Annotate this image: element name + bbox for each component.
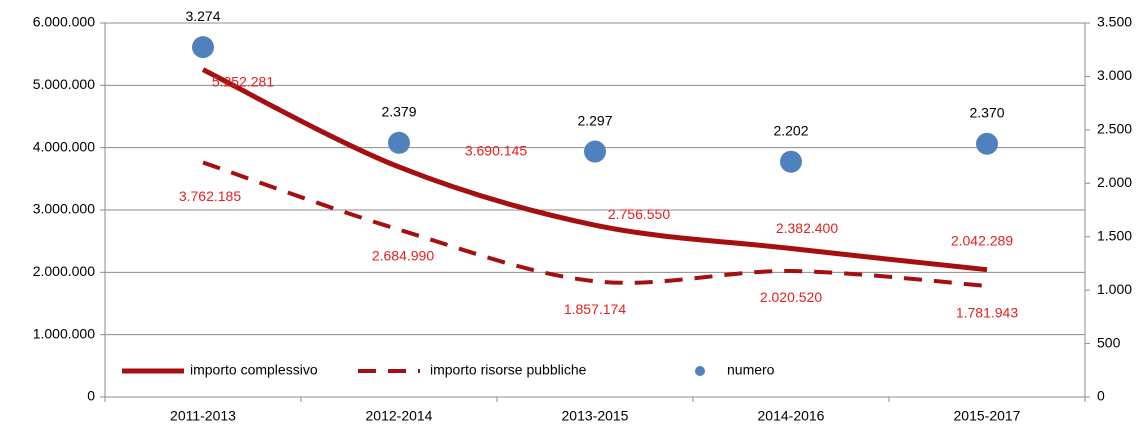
point	[192, 36, 214, 59]
point	[584, 140, 606, 163]
y-tick-label: 3.000.000	[33, 201, 95, 217]
data-label: 2.684.990	[372, 247, 434, 263]
data-label: 2.042.289	[951, 232, 1013, 248]
y-tick-label: 6.000.000	[33, 14, 95, 30]
data-label: 1.781.943	[956, 305, 1018, 321]
data-label: 1.857.174	[564, 301, 626, 317]
y2-tick-label: 0	[1097, 388, 1105, 404]
data-label: 3.762.185	[179, 188, 241, 204]
data-label: 5.252.281	[212, 73, 274, 89]
y2-tick-label: 2.500	[1097, 121, 1132, 137]
point	[388, 131, 410, 154]
x-tick-label: 2014-2016	[758, 408, 825, 424]
data-label: 2.382.400	[776, 220, 838, 236]
y-tick-label: 1.000.000	[33, 325, 95, 341]
y2-tick-label: 1.000	[1097, 281, 1132, 297]
legend-label: importo complessivo	[190, 362, 318, 378]
data-label: 2.020.520	[760, 289, 822, 305]
y2-tick-label: 3.500	[1097, 14, 1132, 30]
y-tick-label: 0	[87, 388, 95, 404]
y-tick-label: 2.000.000	[33, 263, 95, 279]
legend-marker	[695, 366, 705, 376]
x-tick-label: 2011-2013	[170, 408, 236, 424]
y2-tick-label: 3.000	[1097, 67, 1132, 83]
y2-tick-label: 1.500	[1097, 227, 1132, 243]
legend-label: importo risorse pubbliche	[430, 362, 587, 378]
data-label: 3.690.145	[465, 143, 527, 159]
data-label: 2.379	[381, 103, 416, 119]
point	[976, 132, 998, 155]
line	[202, 160, 988, 288]
data-label: 2.202	[773, 122, 808, 138]
data-label: 2.370	[969, 104, 1004, 120]
data-label: 2.297	[577, 112, 612, 128]
data-label: 3.274	[185, 8, 220, 24]
y2-tick-label: 500	[1097, 334, 1121, 350]
line	[201, 67, 988, 273]
y-tick-label: 4.000.000	[33, 138, 95, 154]
y2-tick-label: 2.000	[1097, 174, 1132, 190]
point	[780, 150, 802, 173]
x-tick-label: 2015-2017	[954, 408, 1021, 424]
data-label: 2.756.550	[608, 206, 670, 222]
x-tick-label: 2012-2014	[366, 408, 433, 424]
legend-label: numero	[727, 362, 775, 378]
y-tick-label: 5.000.000	[33, 76, 95, 92]
x-tick-label: 2013-2015	[562, 408, 629, 424]
